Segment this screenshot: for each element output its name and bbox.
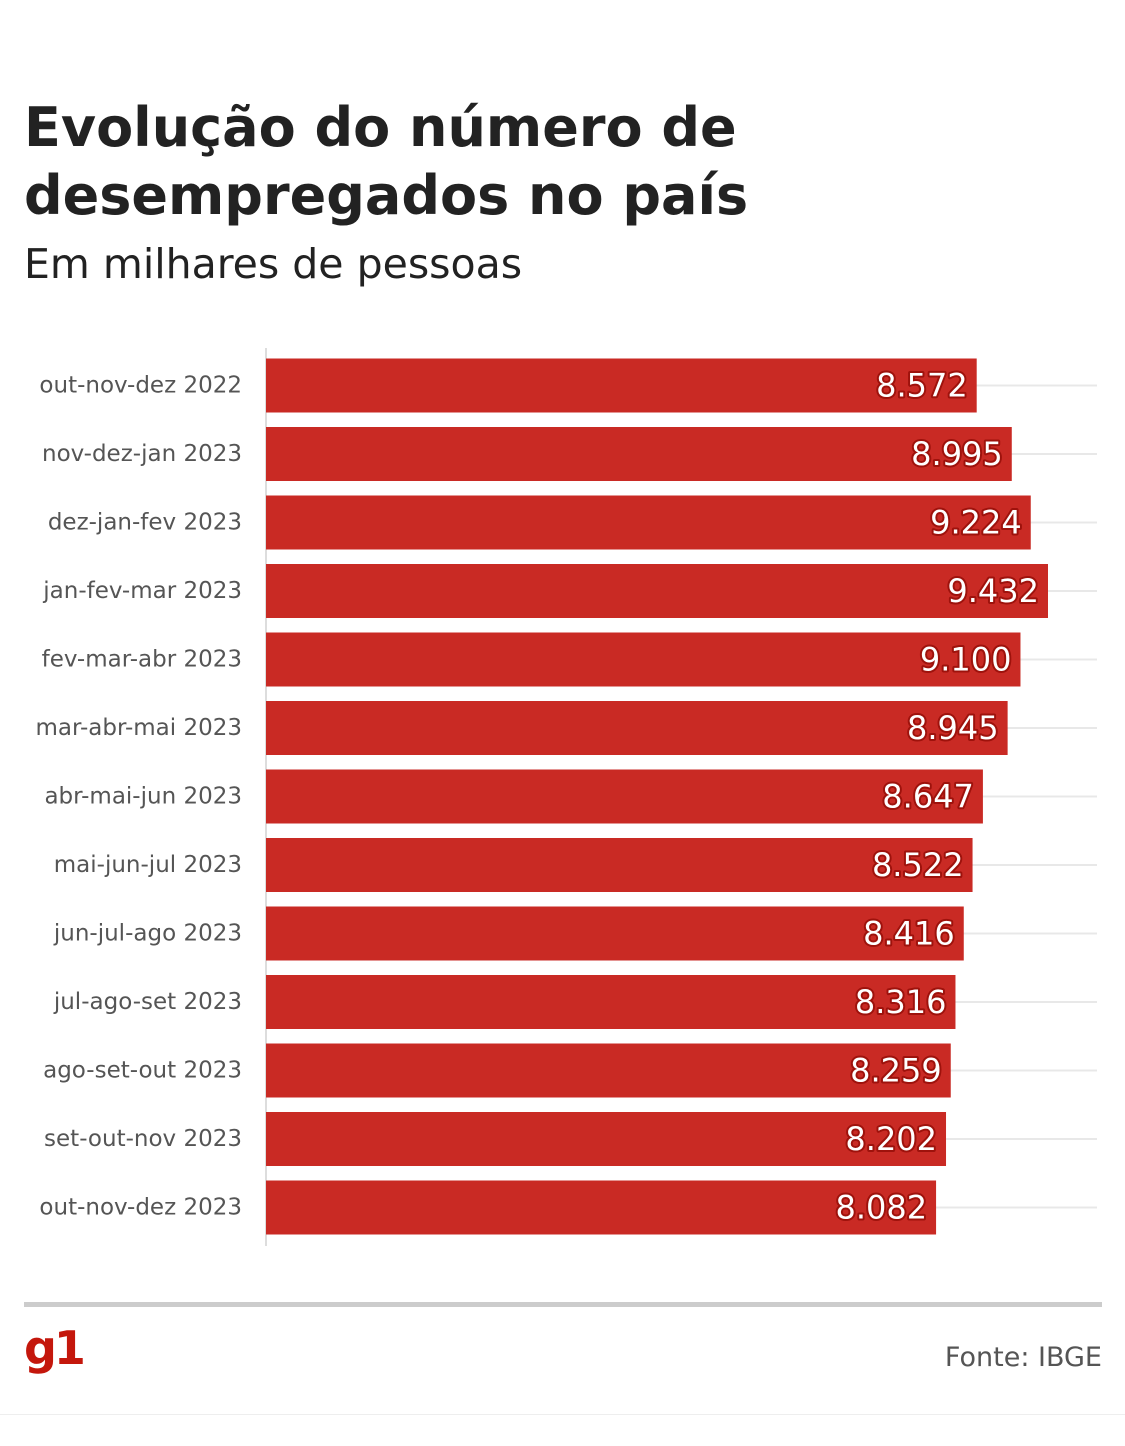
- bar: [266, 769, 983, 824]
- chart-subtitle: Em milhares de pessoas: [24, 240, 523, 288]
- source-credit: Fonte: IBGE: [944, 1342, 1102, 1373]
- category-label: fev-mar-abr 2023: [42, 647, 242, 673]
- value-label: 9.432: [947, 572, 1039, 610]
- value-label: 8.647: [882, 778, 974, 816]
- bar: [266, 495, 1031, 550]
- bar: [266, 1180, 937, 1235]
- bar: [266, 564, 1048, 618]
- category-label: ago-set-out 2023: [43, 1058, 242, 1084]
- bar: [266, 358, 977, 413]
- bar: [266, 427, 1012, 481]
- value-label: 8.945: [907, 709, 999, 747]
- category-label: mai-jun-jul 2023: [54, 852, 242, 878]
- value-label: 8.202: [845, 1120, 937, 1158]
- value-label: 9.224: [930, 504, 1022, 542]
- footer-divider: [24, 1302, 1102, 1307]
- value-label: 8.572: [876, 367, 968, 405]
- bar: [266, 632, 1021, 687]
- category-label: jan-fev-mar 2023: [42, 578, 242, 604]
- category-label: abr-mai-jun 2023: [44, 784, 242, 810]
- category-label: jun-jul-ago 2023: [53, 921, 242, 947]
- bar: [266, 1112, 947, 1166]
- bottom-divider: [0, 1414, 1125, 1415]
- bar-chart: out-nov-dez 2022 8.572 nov-dez-jan 2023 8.9…: [36, 348, 1097, 1246]
- g1-logo: g1: [24, 1321, 86, 1375]
- value-label: 8.082: [835, 1189, 927, 1227]
- category-label: set-out-nov 2023: [44, 1126, 242, 1152]
- category-label: dez-jan-fev 2023: [48, 510, 242, 536]
- value-label: 8.522: [872, 846, 964, 884]
- category-label: out-nov-dez 2022: [39, 373, 242, 399]
- value-label: 8.416: [863, 915, 955, 953]
- bar: [266, 701, 1008, 755]
- value-label: 8.259: [850, 1052, 942, 1090]
- bar: [266, 1043, 951, 1098]
- category-label: nov-dez-jan 2023: [42, 441, 242, 467]
- bar: [266, 838, 973, 892]
- bar: [266, 975, 956, 1029]
- value-label: 8.316: [855, 983, 947, 1021]
- bar: [266, 906, 964, 961]
- category-label: jul-ago-set 2023: [53, 989, 242, 1015]
- category-label: out-nov-dez 2023: [39, 1195, 242, 1221]
- chart-title: Evolução do número de desempregados no p…: [24, 96, 749, 227]
- value-label: 9.100: [920, 641, 1012, 679]
- category-label: mar-abr-mai 2023: [36, 715, 243, 741]
- value-label: 8.995: [911, 435, 1003, 473]
